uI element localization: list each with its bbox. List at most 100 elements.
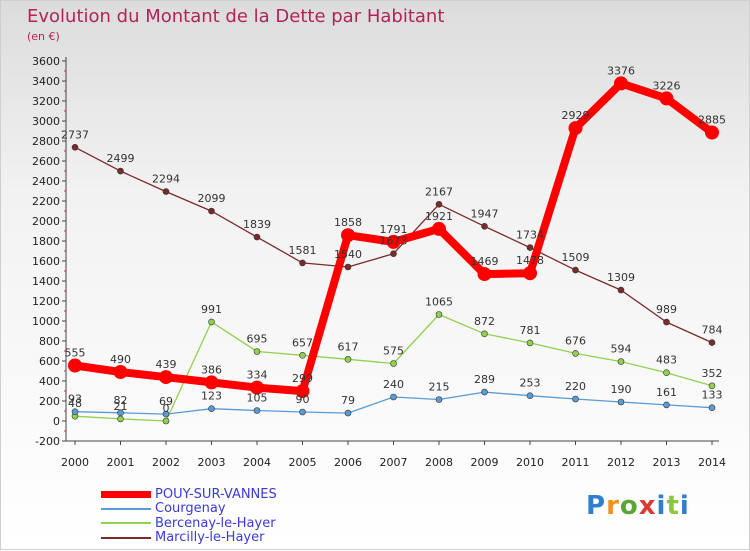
data-label: 1791 [380,223,408,236]
data-label: 594 [611,343,632,356]
x-tick-label: 2012 [607,456,635,469]
logo-letter: o [619,491,639,521]
data-point [208,207,215,215]
data-point [526,244,534,251]
data-label: 0 [163,402,170,415]
data-point [344,409,352,417]
data-label: 215 [429,381,450,394]
legend-label: Marcilly-le-Hayer [155,530,265,546]
data-label: 289 [474,373,495,386]
data-label: 123 [201,390,222,403]
data-point [253,348,261,355]
proxiti-logo: Proxiti [586,491,690,521]
legend-label: POUY-SUR-VANNES [155,486,277,502]
data-label: 386 [201,363,222,376]
data-point [435,396,443,403]
data-point [614,76,628,91]
data-point [295,384,310,399]
data-label: 2929 [562,109,590,122]
data-label: 334 [247,369,268,382]
data-label: 784 [702,324,723,337]
data-point [705,125,719,140]
data-point [572,350,579,357]
data-label: 490 [110,353,131,366]
x-tick-label: 2000 [61,456,89,469]
y-tick-label: 800 [39,335,60,348]
data-label: 1309 [607,271,635,284]
data-point [481,388,488,396]
data-point [390,250,397,257]
data-label: 1839 [243,218,271,231]
data-label: 2885 [698,114,726,127]
data-label: 1469 [471,255,499,268]
data-label: 439 [156,358,177,371]
data-label: 253 [520,377,541,390]
y-tick-label: 2800 [32,135,60,148]
data-point [526,392,534,400]
x-tick-label: 2008 [425,456,453,469]
logo-letter: i [656,491,667,521]
legend-swatch [101,536,151,539]
data-label: 93 [68,393,82,406]
y-tick-label: 2000 [32,215,60,228]
data-point [204,375,219,390]
x-tick-label: 2007 [380,456,408,469]
data-label: 781 [520,324,541,337]
data-label: 1734 [516,229,544,242]
data-point [386,234,401,249]
data-label: 1540 [334,248,362,261]
data-label: 695 [247,333,268,346]
x-tick-label: 2006 [334,456,362,469]
data-point [71,408,79,416]
data-label: 2294 [152,173,180,186]
data-label: 48 [68,397,82,410]
y-tick-label: 0 [53,415,60,428]
data-label: 1858 [334,216,362,229]
data-point [390,393,397,401]
data-point [659,91,674,106]
data-label: 2737 [61,128,89,141]
y-tick-label: 2600 [32,155,60,168]
data-label: 555 [65,347,86,360]
data-point [617,286,625,294]
x-tick-label: 2001 [107,456,135,469]
y-tick-label: -200 [35,435,60,448]
data-point [68,358,82,373]
x-tick-label: 2014 [698,456,726,469]
y-tick-label: 1800 [32,235,60,248]
data-point [253,233,261,241]
data-point [572,266,579,274]
y-tick-label: 400 [39,375,60,388]
data-label: 82 [114,394,128,407]
data-point [299,408,306,416]
data-point [299,259,306,267]
data-point [208,405,215,413]
legend-item: Bercenay-le-Hayer [101,516,277,531]
data-label: 69 [159,395,173,408]
x-tick-label: 2005 [289,456,317,469]
x-tick-label: 2004 [243,456,271,469]
data-point [617,358,625,365]
data-point [572,395,579,403]
data-label: 1065 [425,296,453,309]
data-label: 1478 [516,254,544,267]
data-point [481,330,488,338]
data-label: 2167 [425,185,453,198]
legend: POUY-SUR-VANNES Courgenay Bercenay-le-Haye… [101,487,277,545]
data-label: 220 [565,380,586,393]
logo-letter: x [638,491,657,521]
unit-label: (en €) [27,30,60,43]
y-tick-label: 3600 [32,55,60,68]
y-tick-label: 1400 [32,275,60,288]
chart-title: Evolution du Montant de la Dette par Hab… [27,6,445,27]
data-label: 872 [474,315,495,328]
data-label: 1947 [471,207,499,220]
y-tick-label: 600 [39,355,60,368]
data-point [162,410,170,418]
data-point [523,266,537,281]
legend-label: Courgenay [155,501,226,517]
data-point [435,201,443,208]
data-label: 1673 [380,235,408,248]
data-label: 1921 [425,210,453,223]
